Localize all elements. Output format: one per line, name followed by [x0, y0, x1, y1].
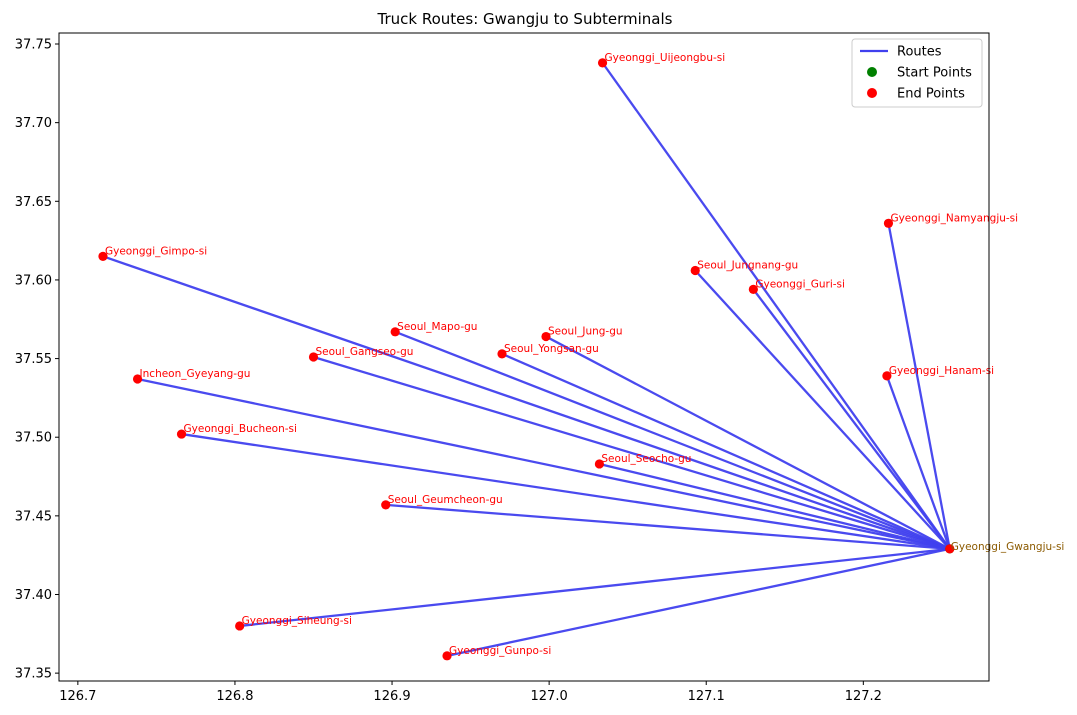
routes-layer — [102, 62, 951, 657]
end-point — [690, 265, 700, 276]
legend: Routes Start Points End Points — [851, 38, 983, 108]
x-tick-label: 126.7 — [59, 689, 96, 704]
start-end-overlap-point — [945, 544, 955, 554]
end-point-label: Gyeonggi_Uijeongbu-si — [605, 52, 726, 64]
end-point-label: Seoul_Jungnang-gu — [697, 259, 798, 271]
route-line — [137, 377, 950, 551]
y-tick-label: 37.45 — [15, 509, 52, 524]
end-point — [882, 371, 892, 381]
end-point-label: Seoul_Jung-gu — [548, 326, 623, 338]
x-tick-label: 127.0 — [531, 689, 568, 704]
route-line — [752, 288, 951, 550]
end-point-label: Seoul_Seocho-gu — [601, 453, 691, 465]
y-tick-label: 37.35 — [15, 667, 52, 682]
legend-label: Routes — [897, 45, 942, 60]
route-line — [102, 255, 951, 550]
end-point-label: Gyeonggi_Bucheon-si — [184, 423, 297, 435]
y-tick-label: 37.40 — [15, 588, 52, 603]
y-tick-label: 37.55 — [15, 352, 52, 367]
y-axis: 37.35 37.40 37.45 37.50 37.55 37.60 37.65 37.70… — [15, 38, 59, 682]
end-point-label: Seoul_Mapo-gu — [397, 321, 477, 333]
route-line — [394, 330, 951, 550]
end-point — [176, 429, 187, 439]
route-line — [601, 62, 951, 550]
point-labels-layer: Gyeonggi_Uijeongbu-si Gyeonggi_Namyangju-… — [105, 52, 1064, 657]
end-point-label: Gyeonggi_Gimpo-si — [105, 245, 207, 257]
x-tick-label: 127.1 — [688, 689, 725, 704]
end-point — [98, 251, 108, 261]
end-point-label: Seoul_Gangseo-gu — [315, 346, 413, 358]
end-point — [597, 58, 608, 68]
end-point — [541, 331, 551, 342]
end-point-label: Gyeonggi_Gunpo-si — [449, 645, 551, 657]
end-point-label: Seoul_Geumcheon-gu — [388, 494, 503, 506]
route-line — [887, 223, 951, 550]
end-point — [390, 327, 400, 337]
legend-label: End Points — [897, 87, 965, 102]
end-point — [594, 459, 605, 469]
y-tick-label: 37.70 — [15, 116, 52, 131]
route-line — [885, 375, 951, 550]
route-line — [694, 269, 951, 550]
route-line — [239, 547, 950, 628]
y-tick-label: 37.75 — [15, 38, 52, 53]
end-point — [883, 218, 894, 228]
legend-label: Start Points — [897, 66, 972, 81]
y-tick-label: 37.50 — [15, 431, 52, 446]
y-tick-label: 37.65 — [15, 195, 52, 210]
start-point-label: Gyeonggi_Gwangju-si — [951, 541, 1065, 553]
end-point-label: Gyeonggi_Hanam-si — [889, 365, 994, 377]
route-line — [181, 432, 950, 551]
end-point — [442, 651, 452, 661]
end-point-label: Gyeonggi_Siheung-si — [242, 615, 352, 627]
x-axis: 126.7 126.8 126.9 127.0 127.1 127.2 — [59, 681, 882, 704]
plot-frame — [58, 32, 990, 682]
route-line — [313, 355, 951, 550]
end-point — [132, 374, 143, 384]
x-tick-label: 126.9 — [373, 689, 410, 704]
route-line — [545, 335, 951, 550]
legend-dot-swatch — [867, 88, 877, 98]
end-point-label: Gyeonggi_Namyangju-si — [890, 212, 1018, 224]
x-tick-label: 126.8 — [216, 689, 253, 704]
chart-title: Truck Routes: Gwangju to Subterminals — [377, 10, 673, 28]
route-line — [599, 462, 950, 551]
route-line — [501, 352, 951, 550]
points-layer — [98, 58, 955, 661]
end-point — [381, 500, 391, 510]
end-point — [235, 621, 245, 631]
x-tick-label: 127.2 — [845, 689, 882, 704]
end-point — [748, 284, 758, 294]
legend-box — [851, 38, 983, 108]
y-tick-label: 37.60 — [15, 273, 52, 288]
end-point — [497, 349, 507, 359]
legend-dot-swatch — [867, 67, 877, 77]
end-point-label: Incheon_Gyeyang-gu — [140, 368, 251, 380]
end-point-label: Gyeonggi_Guri-si — [755, 278, 845, 290]
route-line — [446, 547, 950, 657]
end-point-label: Seoul_Yongsan-gu — [504, 343, 599, 355]
end-point — [308, 352, 319, 362]
route-line — [385, 503, 950, 551]
